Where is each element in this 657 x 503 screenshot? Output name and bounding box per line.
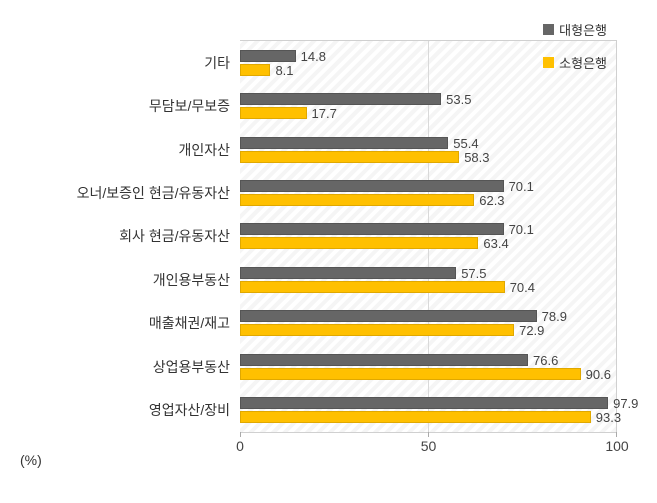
bar-series2: 17.7	[240, 107, 307, 119]
bars-zone: 53.5 17.7	[240, 84, 616, 127]
category-label: 기타	[60, 53, 240, 73]
x-tick-label: 100	[605, 438, 628, 454]
bar-value-series1: 55.4	[447, 138, 478, 150]
bars-zone: 78.9 72.9	[240, 302, 616, 345]
category-label: 개인용부동산	[60, 270, 240, 290]
bar-value-series2: 93.3	[590, 412, 621, 424]
category-label: 회사 현금/유동자산	[60, 226, 240, 246]
bar-series1: 76.6	[240, 354, 528, 366]
bar-value-series2: 90.6	[580, 369, 611, 381]
bars-zone: 97.9 93.3	[240, 389, 616, 432]
bar-value-series2: 72.9	[513, 325, 544, 337]
category-row: 영업자산/장비97.993.3	[240, 389, 616, 432]
bar-value-series1: 70.1	[503, 224, 534, 236]
category-label: 오너/보증인 현금/유동자산	[60, 183, 240, 203]
bars-zone: 70.1 63.4	[240, 215, 616, 258]
bar-value-series1: 78.9	[536, 311, 567, 323]
bar-value-series1: 70.1	[503, 181, 534, 193]
category-label: 상업용부동산	[60, 357, 240, 377]
bar-value-series1: 53.5	[440, 94, 471, 106]
bar-value-series1: 57.5	[455, 268, 486, 280]
bar-value-series1: 14.8	[295, 51, 326, 63]
bar-series2: 72.9	[240, 324, 514, 336]
bar-series1: 57.5	[240, 267, 456, 279]
legend-item-series2: 소형은행	[543, 53, 607, 72]
bar-value-series1: 76.6	[527, 355, 558, 367]
legend-label-series2: 소형은행	[559, 53, 607, 72]
bars-zone: 76.690.6	[240, 345, 616, 388]
legend: 대형은행 소형은행	[543, 20, 607, 72]
category-label: 개인자산	[60, 140, 240, 160]
x-tick-label: 50	[421, 438, 437, 454]
category-row: 매출채권/재고78.972.9	[240, 302, 616, 345]
bars-zone: 55.458.3	[240, 128, 616, 171]
bar-series2: 90.6	[240, 368, 581, 380]
bar-series1: 55.4	[240, 137, 448, 149]
bar-series2: 70.4	[240, 281, 505, 293]
bar-value-series2: 58.3	[458, 152, 489, 164]
bars-zone: 57.570.4	[240, 258, 616, 301]
category-row: 무담보/무보증53.517.7	[240, 84, 616, 127]
bar-series1: 70.1	[240, 180, 504, 192]
bar-series2: 8.1	[240, 64, 270, 76]
legend-swatch-series2	[543, 57, 554, 68]
chart-container: 대형은행 소형은행 기타14.88.1무담보/무보증53.517.7개인자산55…	[60, 20, 617, 453]
category-row: 오너/보증인 현금/유동자산70.162.3	[240, 171, 616, 214]
bar-value-series2: 8.1	[269, 65, 293, 77]
category-row: 상업용부동산76.690.6	[240, 345, 616, 388]
bar-series2: 62.3	[240, 194, 474, 206]
plot-area: 기타14.88.1무담보/무보증53.517.7개인자산55.458.3오너/보…	[240, 40, 617, 433]
legend-swatch-series1	[543, 24, 554, 35]
bar-series2: 63.4	[240, 237, 478, 249]
x-axis: 050100	[240, 433, 617, 453]
x-tick-label: 0	[236, 438, 244, 454]
bar-value-series2: 62.3	[473, 195, 504, 207]
bar-value-series2: 70.4	[504, 282, 535, 294]
legend-item-series1: 대형은행	[543, 20, 607, 39]
category-label: 매출채권/재고	[60, 313, 240, 333]
bar-value-series1: 97.9	[607, 398, 638, 410]
legend-label-series1: 대형은행	[559, 20, 607, 39]
category-row: 회사 현금/유동자산70.163.4	[240, 215, 616, 258]
unit-label: (%)	[20, 452, 42, 468]
bar-series2: 58.3	[240, 151, 459, 163]
category-row: 개인용부동산57.570.4	[240, 258, 616, 301]
category-label: 무담보/무보증	[60, 96, 240, 116]
bar-series1: 97.9	[240, 397, 608, 409]
bar-series1: 78.9	[240, 310, 537, 322]
bar-series2: 93.3	[240, 411, 591, 423]
bar-series1: 53.5	[240, 93, 441, 105]
bar-series1: 70.1	[240, 223, 504, 235]
category-label: 영업자산/장비	[60, 400, 240, 420]
bar-series1: 14.8	[240, 50, 296, 62]
bars-zone: 70.1 62.3	[240, 171, 616, 214]
bar-value-series2: 63.4	[477, 238, 508, 250]
category-row: 개인자산55.458.3	[240, 128, 616, 171]
bar-value-series2: 17.7	[306, 108, 337, 120]
